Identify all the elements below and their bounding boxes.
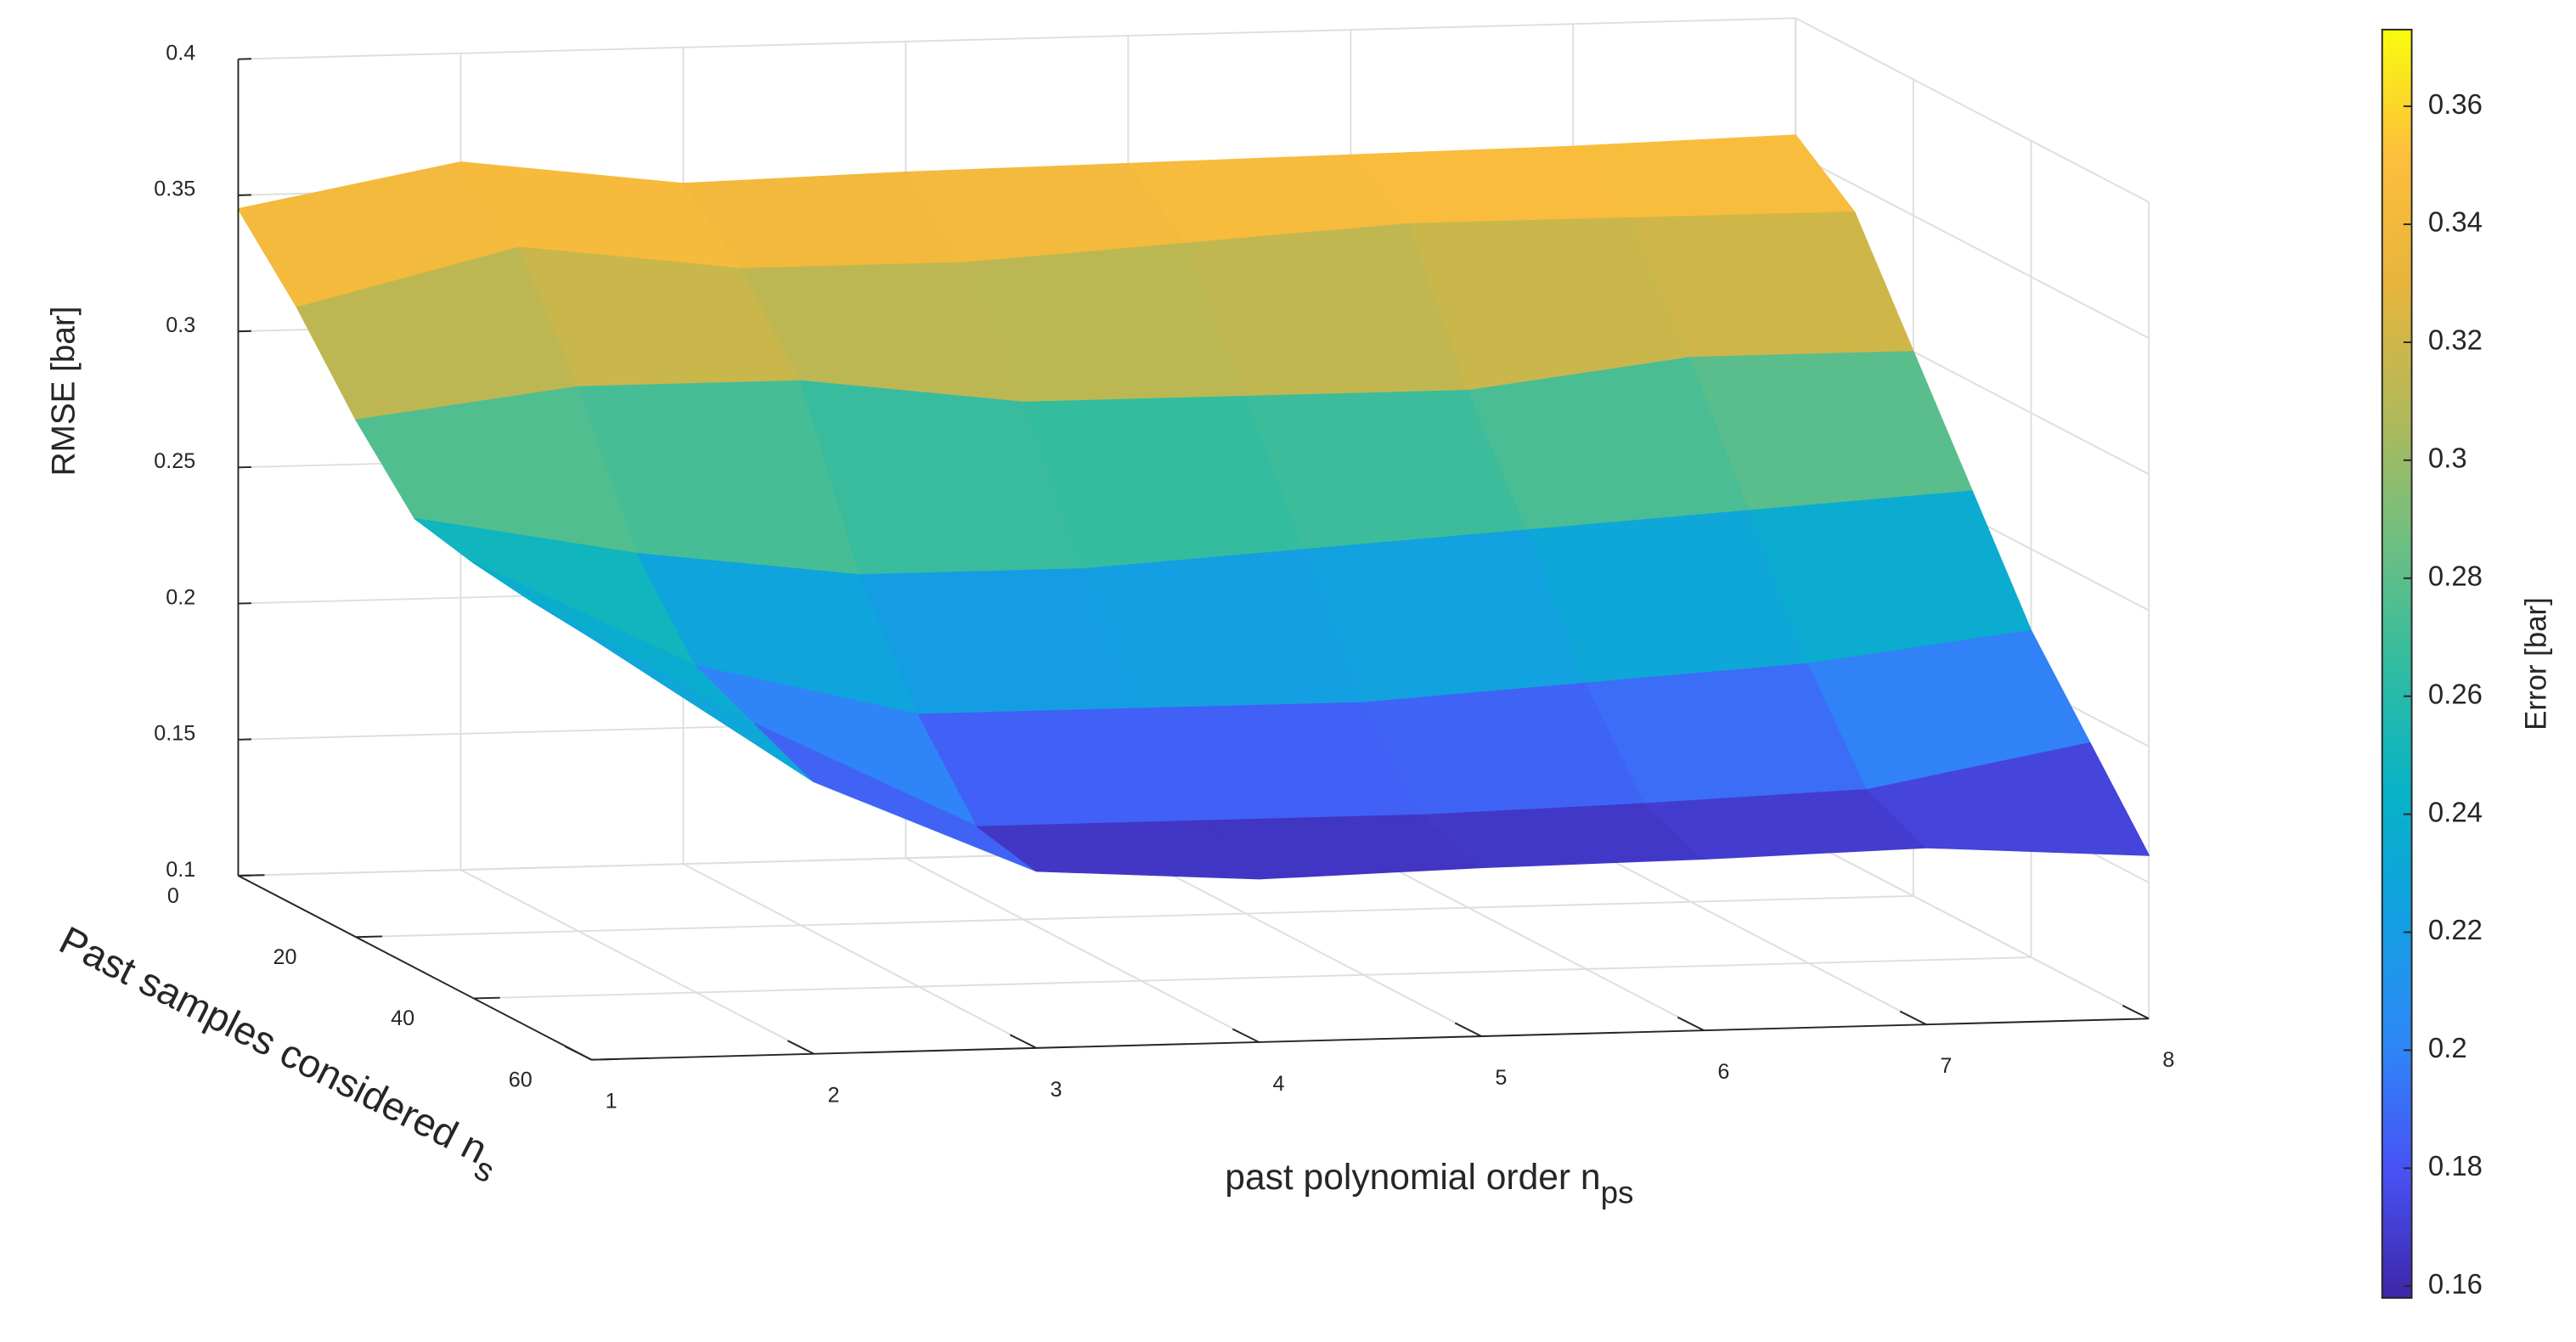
x-tick-label: 1 <box>606 1090 617 1114</box>
x-tick-label: 6 <box>1717 1060 1729 1084</box>
grid-line <box>1572 839 1927 1026</box>
colorbar-tick-label: 0.26 <box>2428 678 2483 709</box>
z-tick-label: 0.1 <box>166 858 195 882</box>
z-tick-label: 0.35 <box>154 178 195 201</box>
x-tick-label: 3 <box>1050 1078 1062 1102</box>
x-axis-label: past polynomial order nps <box>1225 1157 1633 1209</box>
grid-line <box>1795 833 2150 1020</box>
colorbar-tick-label: 0.18 <box>2428 1150 2483 1181</box>
y-tick-label: 0 <box>167 884 179 908</box>
colorbar-tick-label: 0.3 <box>2428 443 2467 474</box>
z-tick-label: 0.15 <box>154 722 195 746</box>
colorbar-scale <box>2381 28 2413 1300</box>
tick-mark <box>1677 1016 1705 1031</box>
grid-line <box>1350 845 1705 1031</box>
z-axis-label: RMSE [bar] <box>46 306 82 476</box>
y-tick-label: 40 <box>391 1006 414 1030</box>
tick-mark <box>238 874 265 877</box>
x-tick-label: 5 <box>1495 1066 1507 1090</box>
tick-mark <box>591 1057 618 1061</box>
y-tick-label: 20 <box>273 945 297 969</box>
grid-line <box>1127 851 1482 1037</box>
colorbar-tick-label: 0.16 <box>2428 1268 2483 1300</box>
tick-mark <box>1454 1022 1482 1037</box>
z-tick-label: 0.4 <box>166 42 195 65</box>
tick-mark <box>473 996 500 1000</box>
tick-mark <box>564 1046 592 1061</box>
colorbar: 0.16 0.18 0.2 0.22 0.24 0.26 0.28 0.3 0.32 0.34 0.… <box>2381 28 2483 1300</box>
tick-mark <box>786 1040 815 1055</box>
z-tick-label: 0.25 <box>154 449 195 473</box>
x-axis-label-sub: ps <box>1601 1175 1634 1209</box>
x-axis <box>591 1018 2150 1061</box>
tick-mark <box>356 935 383 939</box>
colorbar-tick-label: 0.32 <box>2428 324 2483 356</box>
grid-line <box>1795 153 2150 340</box>
x-tick-label: 4 <box>1272 1072 1284 1096</box>
colorbar-label: Error [bar] <box>2520 597 2553 730</box>
colorbar-tick-label: 0.36 <box>2428 88 2483 120</box>
colorbar-tick-label: 0.22 <box>2428 914 2483 945</box>
tick-mark <box>1009 1034 1037 1049</box>
colorbar-tick-label: 0.28 <box>2428 560 2483 591</box>
colorbar-tick-label: 0.24 <box>2428 796 2483 827</box>
tick-mark <box>1232 1028 1260 1043</box>
grid-line <box>459 869 815 1055</box>
x-tick-label: 8 <box>2162 1048 2174 1072</box>
colorbar-tick-label: 0.2 <box>2428 1032 2467 1063</box>
x-axis-label-text: past polynomial order n <box>1225 1157 1600 1198</box>
z-tick-label: 0.2 <box>166 585 195 609</box>
x-tick-label: 2 <box>828 1084 840 1108</box>
surface-patch <box>1867 742 2150 856</box>
y-tick-label: 60 <box>509 1068 533 1091</box>
tick-mark <box>1899 1010 1927 1026</box>
grid-line <box>1795 17 2150 203</box>
grid-line <box>238 17 1796 60</box>
grid-line <box>905 857 1260 1043</box>
tick-mark <box>2122 1004 2150 1020</box>
grid-line <box>356 894 1914 939</box>
grid-line <box>682 863 1037 1049</box>
y-axis <box>238 875 592 1061</box>
surface <box>237 134 2150 880</box>
axes: 0.1 0.15 0.2 0.25 0.3 0.35 0.4 0 20 40 60 1 2 3 4 5 6 7 8 <box>154 42 2174 1114</box>
grid-line <box>473 956 2032 1000</box>
colorbar-tick-label: 0.34 <box>2428 206 2483 238</box>
z-tick-label: 0.3 <box>166 313 195 337</box>
x-tick-label: 7 <box>1940 1054 1952 1078</box>
